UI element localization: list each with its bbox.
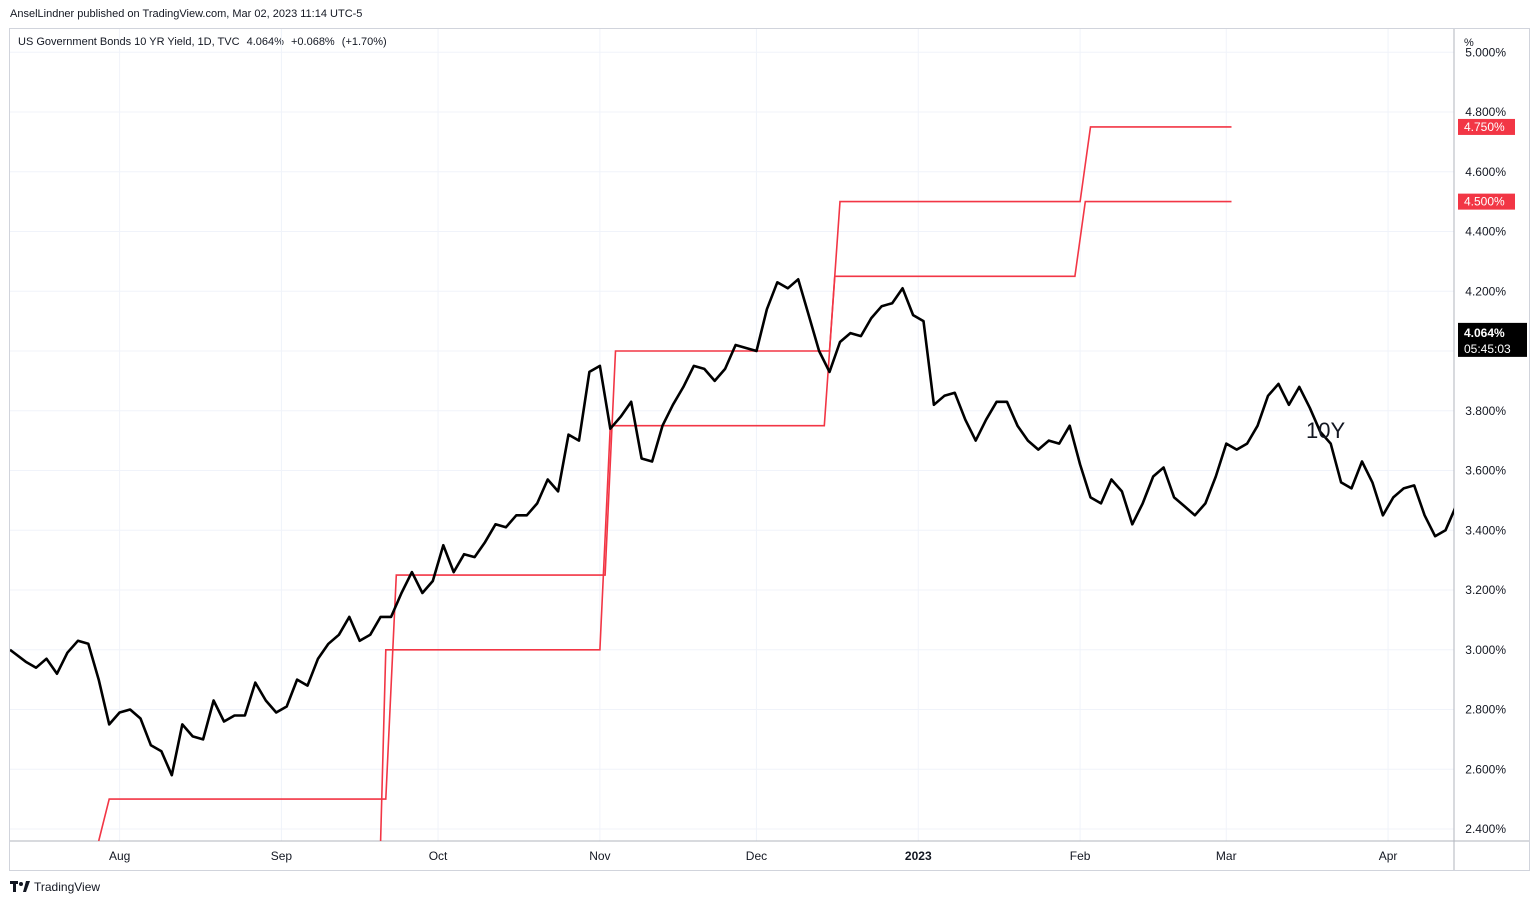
x-tick-label: Mar — [1216, 849, 1237, 863]
legend-symbol[interactable]: US Government Bonds 10 YR Yield, 1D, TVC — [18, 36, 240, 48]
annotation-10y[interactable]: 10Y — [1306, 418, 1345, 443]
x-tick-label: Apr — [1379, 849, 1398, 863]
rate-price-tag — [1458, 193, 1515, 210]
rate-step-line-1[interactable] — [97, 126, 1232, 841]
rate-price-tag — [1458, 118, 1515, 135]
y-tick-label: 3.400% — [1465, 523, 1506, 537]
y-tick-label: 2.800% — [1465, 703, 1506, 717]
yield-line[interactable] — [10, 278, 1540, 777]
rate-price-tag-label: 4.500% — [1464, 195, 1505, 209]
y-tick-label: 4.400% — [1465, 225, 1506, 239]
footer-brand-label: TradingView — [34, 880, 101, 894]
y-tick-label: 2.600% — [1465, 762, 1506, 776]
y-axis-unit: % — [1464, 37, 1474, 49]
chart-legend: US Government Bonds 10 YR Yield, 1D, TVC… — [18, 36, 391, 48]
chart-frame — [9, 28, 1530, 871]
y-tick-label: 4.600% — [1465, 165, 1506, 179]
x-tick-label: 2023 — [905, 849, 932, 863]
tradingview-logo-icon — [10, 881, 30, 892]
y-tick-label: 2.400% — [1465, 822, 1506, 836]
rate-step-line-2[interactable] — [379, 200, 1232, 841]
last-price-label: 4.064% — [1464, 326, 1505, 340]
y-tick-label: 3.600% — [1465, 464, 1506, 478]
y-tick-label: 3.200% — [1465, 583, 1506, 597]
rate-price-tag-label: 4.750% — [1464, 120, 1505, 134]
x-tick-label: Nov — [589, 849, 610, 863]
legend-last: 4.064% — [246, 36, 284, 48]
x-tick-label: Feb — [1070, 849, 1091, 863]
x-tick-label: Dec — [746, 849, 767, 863]
y-tick-label: 4.800% — [1465, 105, 1506, 119]
footer-brand[interactable]: TradingView — [10, 880, 100, 894]
x-tick-label: Aug — [109, 849, 130, 863]
countdown-label: 05:45:03 — [1464, 342, 1511, 356]
x-tick-label: Sep — [271, 849, 293, 863]
y-tick-label: 4.200% — [1465, 284, 1506, 298]
legend-change: +0.068% — [290, 36, 335, 48]
y-tick-label: 3.800% — [1465, 404, 1506, 418]
last-price-tag — [1458, 322, 1527, 357]
y-tick-label: 3.000% — [1465, 643, 1506, 657]
publisher-caption: AnselLindner published on TradingView.co… — [10, 8, 363, 20]
legend-change-pct: (+1.70%) — [341, 36, 387, 48]
x-tick-label: Oct — [429, 849, 448, 863]
y-tick-label: 5.000% — [1465, 45, 1506, 59]
